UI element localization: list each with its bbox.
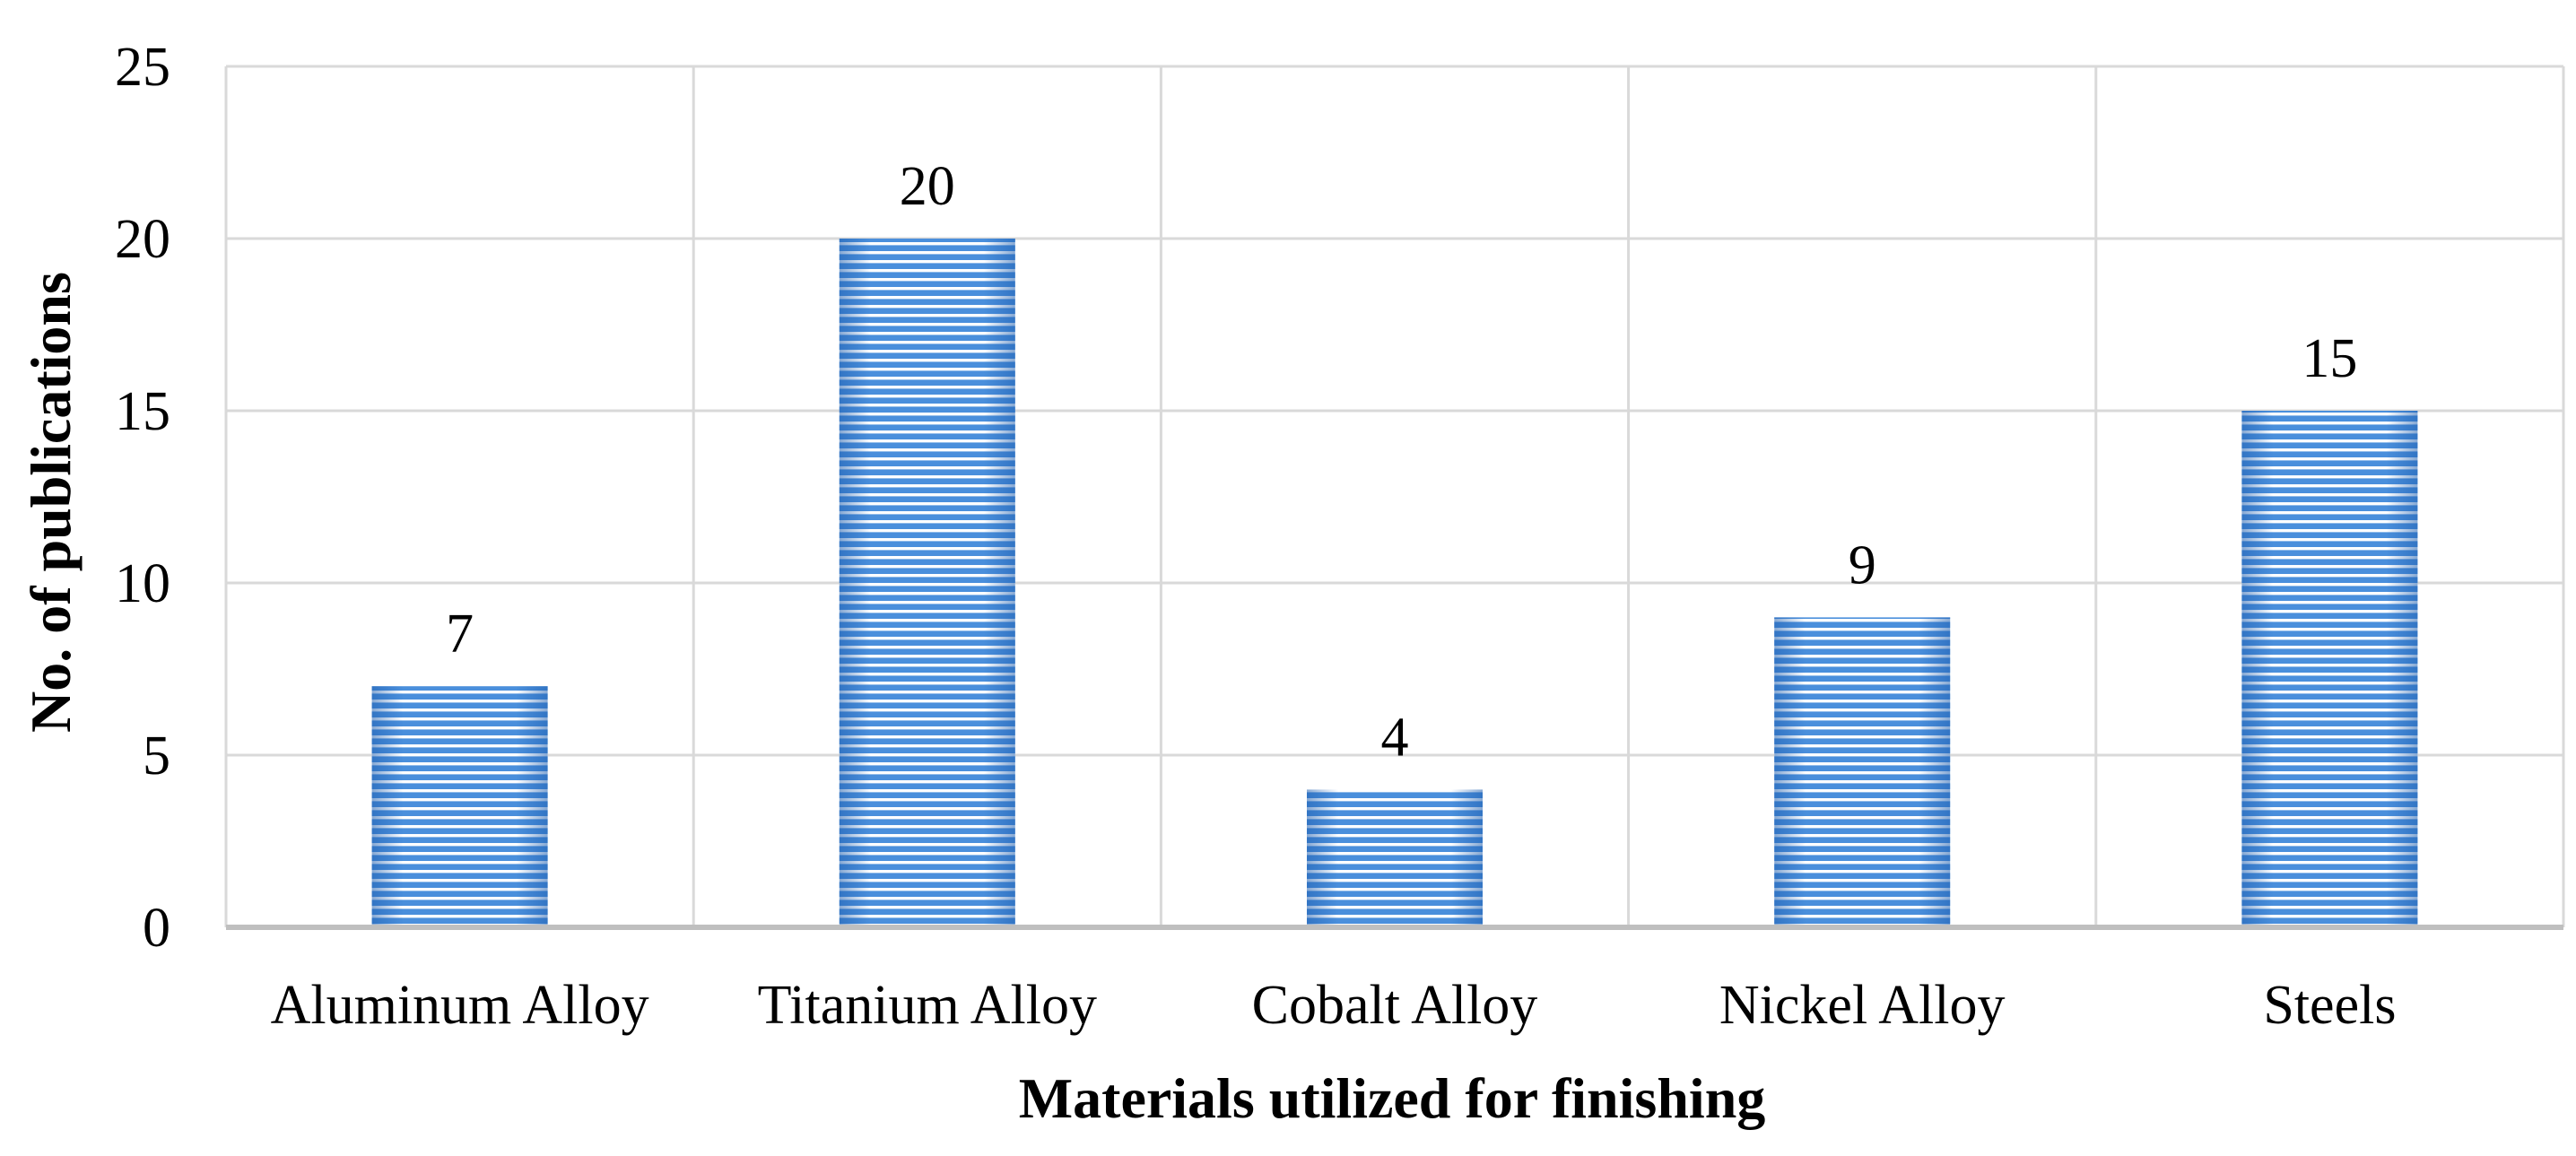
x-tick-label: Titanium Alloy bbox=[758, 975, 1097, 1036]
data-label: 9 bbox=[1849, 535, 1876, 595]
data-label: 7 bbox=[446, 604, 474, 665]
grid-lines bbox=[224, 65, 2565, 927]
bar-shade bbox=[371, 686, 548, 927]
bars bbox=[371, 239, 2418, 927]
bar bbox=[371, 686, 548, 927]
y-tick-label: 5 bbox=[143, 726, 170, 787]
bar bbox=[1307, 789, 1483, 927]
bar bbox=[2241, 411, 2418, 927]
bar-shade bbox=[2241, 411, 2418, 927]
data-labels: 7 20 4 9 15 bbox=[446, 156, 2357, 768]
data-label: 15 bbox=[2302, 328, 2357, 389]
y-axis-title: No. of publications bbox=[19, 272, 83, 733]
bar-shade bbox=[839, 239, 1015, 927]
data-label: 20 bbox=[900, 156, 955, 217]
y-tick-label: 15 bbox=[115, 381, 170, 442]
y-tick-label: 20 bbox=[115, 209, 170, 270]
y-tick-label: 25 bbox=[115, 37, 170, 98]
x-tick-label: Steels bbox=[2263, 975, 2396, 1036]
x-tick-label: Aluminum Alloy bbox=[271, 975, 649, 1036]
bar bbox=[1774, 617, 1951, 927]
bar-shade bbox=[1307, 789, 1483, 927]
y-tick-label: 10 bbox=[115, 553, 170, 614]
y-axis-ticks: 0 5 10 15 20 25 bbox=[115, 37, 170, 959]
x-tick-label: Cobalt Alloy bbox=[1252, 975, 1538, 1036]
y-tick-label: 0 bbox=[143, 898, 170, 959]
data-label: 4 bbox=[1381, 707, 1409, 768]
x-axis-title: Materials utilized for finishing bbox=[1019, 1066, 1766, 1130]
x-axis-ticks: Aluminum Alloy Titanium Alloy Cobalt Alloy… bbox=[271, 975, 2397, 1036]
x-tick-label: Nickel Alloy bbox=[1719, 975, 2006, 1036]
bar-shade bbox=[1774, 617, 1951, 927]
bar bbox=[839, 239, 1015, 927]
